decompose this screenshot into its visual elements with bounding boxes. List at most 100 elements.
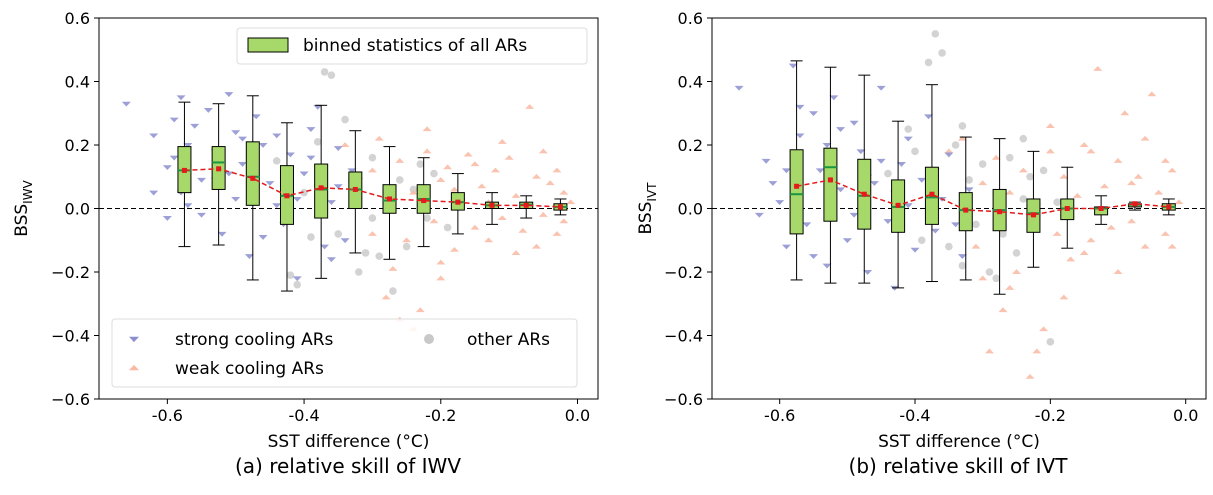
strong-cooling-ar-point: [822, 263, 832, 269]
weak-cooling-ar-point: [1079, 250, 1089, 255]
weak-cooling-ar-point: [1052, 231, 1062, 236]
weak-cooling-ar-point: [463, 151, 473, 157]
other-ar-point: [375, 252, 384, 260]
weak-cooling-ar-point: [1018, 167, 1028, 173]
weak-cooling-ar-point: [538, 212, 548, 217]
y-axis-label: BSSIVT: [636, 182, 659, 235]
iqr-box: [823, 147, 838, 222]
weak-cooling-ar-point: [402, 237, 412, 243]
strong-cooling-ar-point: [217, 231, 227, 237]
weak-cooling-ar-point: [1133, 173, 1143, 179]
mean-marker: [997, 209, 1003, 215]
strong-cooling-ar-point: [244, 254, 254, 259]
other-ar-point: [917, 236, 926, 245]
other-ar-point: [334, 230, 343, 238]
legend-ar-types: strong cooling ARs other ARs weak cooling …: [111, 318, 578, 388]
strong-cooling-ar-point: [326, 200, 336, 205]
mean-marker: [929, 191, 935, 197]
strong-cooling-ar-point: [903, 203, 913, 209]
y-tick-label: −0.6: [51, 390, 90, 409]
strong-cooling-ar-point: [795, 104, 805, 110]
strong-cooling-ar-point: [231, 130, 241, 136]
weak-cooling-ar-point: [552, 167, 562, 173]
weak-cooling-ar-point: [1039, 326, 1049, 332]
strong-cooling-ar-point: [856, 149, 866, 155]
strong-cooling-ar-point: [162, 216, 172, 221]
strong-cooling-ar-point: [149, 133, 159, 139]
strong-cooling-ar-point: [802, 222, 812, 228]
weak-cooling-ar-point: [511, 250, 521, 255]
legend-other-marker: [424, 334, 434, 344]
strong-cooling-ar-point: [883, 219, 893, 225]
strong-cooling-ar-point: [347, 168, 357, 174]
x-tick-label: -0.6: [764, 406, 795, 425]
strong-cooling-ar-point: [272, 133, 282, 139]
y-tick-label: −0.4: [51, 327, 90, 346]
other-ar-point: [416, 160, 425, 168]
weak-cooling-ar-point: [1147, 91, 1157, 97]
strong-cooling-ar-point: [781, 244, 791, 250]
other-ar-point: [1012, 249, 1021, 257]
other-ar-point: [368, 214, 377, 222]
other-ar-point: [341, 115, 349, 124]
y-tick-label: 0.6: [678, 9, 703, 28]
strong-cooling-ar-point: [203, 108, 213, 113]
strong-cooling-ar-point: [333, 184, 343, 190]
weak-cooling-ar-point: [1113, 158, 1123, 163]
strong-cooling-ar-point: [869, 181, 879, 186]
other-ar-point: [1019, 134, 1028, 143]
weak-cooling-ar-point: [490, 167, 500, 173]
other-ar-point: [307, 233, 315, 241]
weak-cooling-ar-point: [415, 307, 425, 313]
weak-cooling-ar-point: [1140, 135, 1150, 141]
mean-marker: [489, 202, 495, 208]
weak-cooling-ar-point: [552, 231, 562, 236]
legend-strong-marker: [129, 336, 139, 343]
strong-cooling-ar-point: [292, 276, 302, 282]
strong-cooling-ar-point: [333, 146, 343, 152]
y-tick-label: −0.4: [664, 327, 703, 346]
mean-marker: [181, 167, 187, 173]
weak-cooling-ar-point: [497, 215, 507, 221]
weak-cooling-ar-point: [525, 104, 535, 109]
strong-cooling-ar-point: [903, 136, 913, 142]
weak-cooling-ar-point: [1032, 348, 1042, 354]
weak-cooling-ar-point: [497, 138, 507, 144]
weak-cooling-ar-point: [422, 148, 432, 154]
other-ar-point: [286, 271, 295, 279]
other-ar-point: [951, 141, 960, 149]
strong-cooling-ar-point: [169, 117, 179, 123]
mean-marker: [523, 202, 529, 208]
other-ar-point: [1005, 153, 1014, 162]
weak-cooling-ar-point: [477, 183, 487, 189]
legend-binned: binned statistics of all ARs: [236, 27, 588, 65]
weak-cooling-ar-point: [1072, 192, 1082, 198]
strong-cooling-ar-point: [842, 238, 852, 244]
weak-cooling-ar-point: [531, 243, 541, 249]
strong-cooling-ar-point: [251, 114, 261, 120]
mean-marker: [1098, 206, 1104, 211]
weak-cooling-ar-point: [1154, 189, 1164, 195]
strong-cooling-ar-point: [292, 196, 302, 202]
weak-cooling-ar-point: [367, 167, 377, 173]
weak-cooling-ar-point: [1099, 183, 1109, 189]
strong-cooling-ar-point: [285, 152, 295, 158]
y-axis-label-subscript: IVT: [645, 182, 659, 202]
other-ar-point: [423, 214, 431, 222]
weak-cooling-ar-point: [1167, 167, 1177, 173]
x-axis-label: SST difference (°C): [268, 432, 430, 452]
mean-line: [796, 179, 1169, 216]
legend-weak-label: weak cooling ARs: [175, 359, 324, 379]
mean-marker: [1064, 206, 1070, 211]
y-tick-label: 0.4: [65, 73, 90, 92]
strong-cooling-ar-point: [299, 171, 309, 177]
weak-cooling-ar-point: [408, 189, 418, 195]
strong-cooling-ar-point: [809, 254, 819, 259]
other-ar-point: [992, 274, 1001, 283]
weak-cooling-ar-point: [1127, 218, 1137, 224]
other-ar-point: [300, 188, 308, 197]
x-tick-label: -0.4: [288, 406, 319, 425]
weak-cooling-ar-point: [429, 218, 439, 224]
strong-cooling-ar-point: [340, 238, 350, 244]
